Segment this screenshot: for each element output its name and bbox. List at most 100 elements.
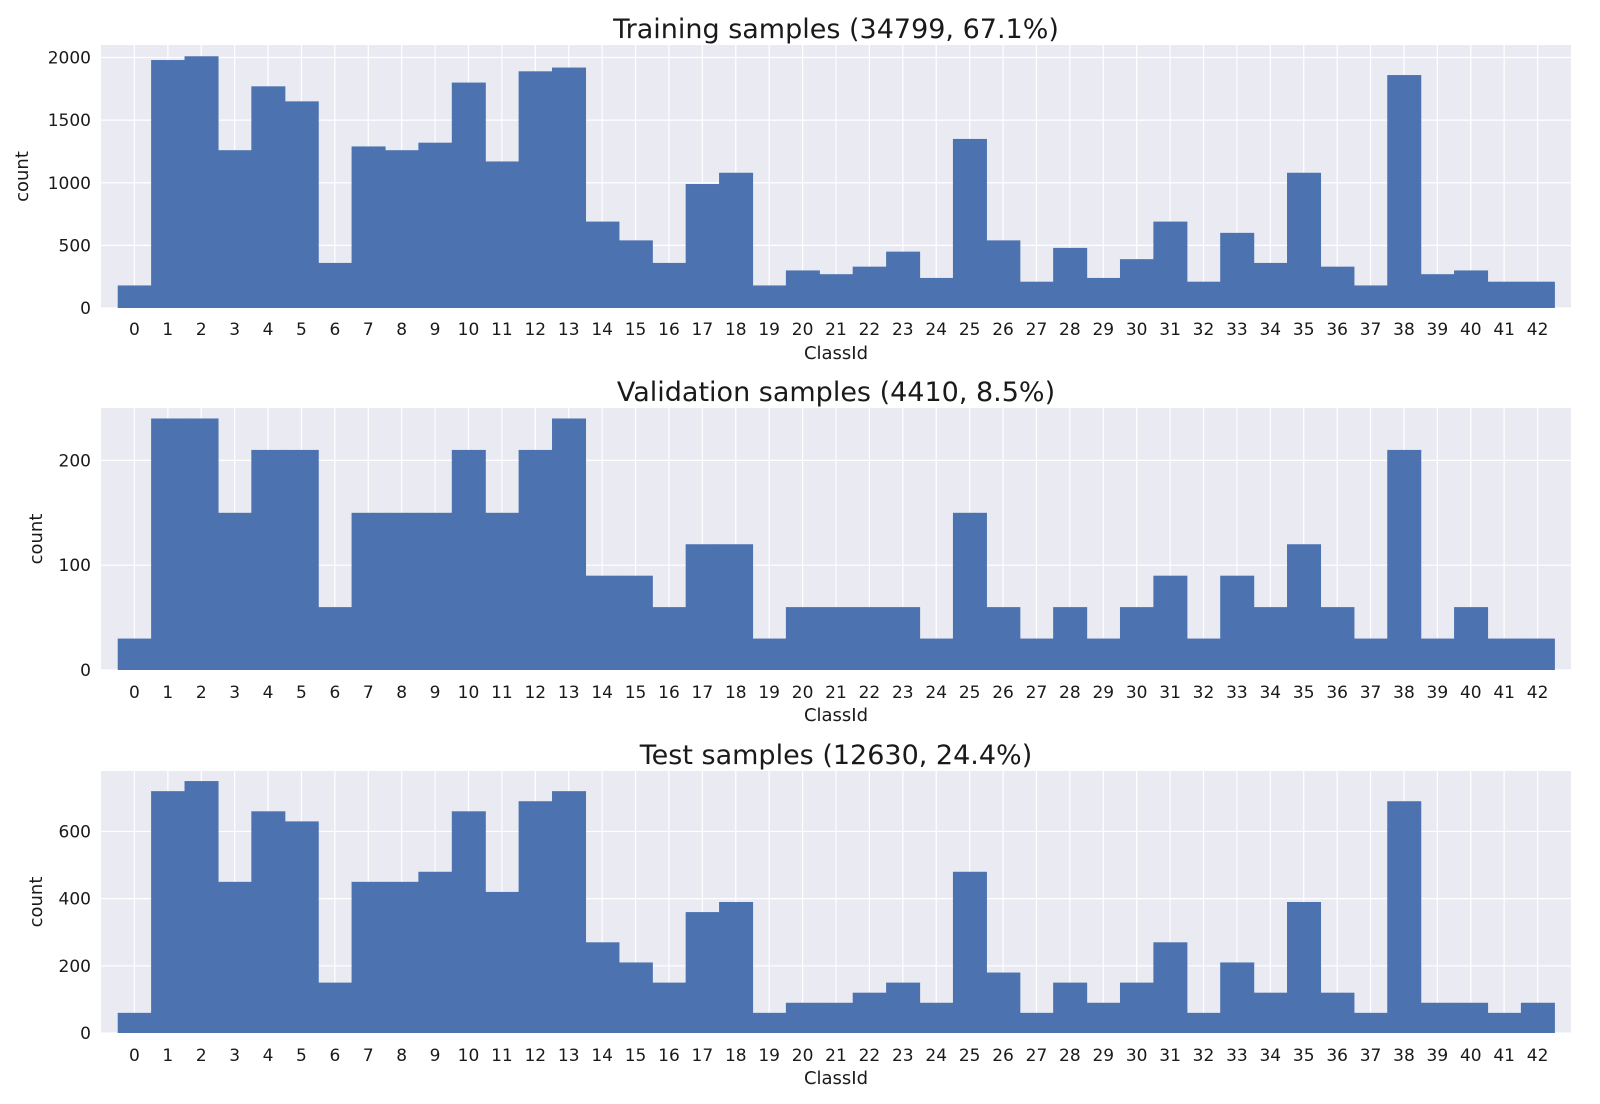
bar-classid-25 (952, 138, 987, 308)
bar-classid-38 (1387, 75, 1422, 308)
bar-classid-5 (284, 449, 319, 670)
x-tick-label: 26 (992, 1046, 1014, 1066)
bar-classid-21 (819, 274, 854, 308)
x-tick-label: 19 (758, 1046, 780, 1066)
x-tick-label: 23 (892, 320, 914, 340)
x-tick-label: 38 (1393, 320, 1415, 340)
x-tick-label: 11 (491, 1046, 513, 1066)
bar-classid-37 (1353, 638, 1388, 670)
x-tick-label: 35 (1293, 683, 1315, 703)
bar-classid-21 (819, 1002, 854, 1033)
bar-classid-27 (1019, 1012, 1054, 1033)
bar-classid-35 (1287, 172, 1322, 308)
x-tick-label: 0 (129, 1046, 140, 1066)
x-tick-label: 9 (430, 683, 441, 703)
x-tick-label: 23 (892, 683, 914, 703)
bar-classid-37 (1353, 1012, 1388, 1033)
x-tick-label: 22 (859, 1046, 881, 1066)
bar-classid-6 (318, 607, 353, 670)
x-tick-label: 20 (792, 320, 814, 340)
x-tick-label: 40 (1460, 320, 1482, 340)
x-tick-label: 28 (1059, 1046, 1081, 1066)
bar-classid-39 (1420, 274, 1455, 308)
bar-classid-7 (351, 881, 386, 1033)
bar-classid-33 (1220, 575, 1255, 670)
x-tick-label: 31 (1159, 1046, 1181, 1066)
bar-classid-17 (685, 184, 720, 308)
x-tick-label: 39 (1427, 683, 1449, 703)
bar-classid-13 (552, 791, 587, 1033)
x-tick-label: 37 (1360, 1046, 1382, 1066)
x-tick-label: 35 (1293, 1046, 1315, 1066)
bar-classid-3 (217, 881, 252, 1033)
x-tick-label: 3 (229, 320, 240, 340)
y-tick-label: 600 (59, 822, 91, 842)
x-tick-label: 7 (363, 683, 374, 703)
bar-classid-29 (1086, 277, 1121, 308)
x-axis-label: ClassId (804, 705, 868, 726)
x-tick-label: 39 (1427, 1046, 1449, 1066)
bar-classid-10 (451, 811, 486, 1033)
bar-classid-11 (485, 161, 520, 308)
bar-classid-24 (919, 638, 954, 670)
x-tick-label: 26 (992, 683, 1014, 703)
bar-classid-28 (1053, 247, 1088, 308)
x-tick-label: 25 (959, 683, 981, 703)
bar-classid-31 (1153, 575, 1188, 670)
x-tick-label: 24 (925, 1046, 947, 1066)
chart-title: Training samples (34799, 67.1%) (612, 14, 1059, 45)
x-tick-label: 7 (363, 320, 374, 340)
bar-classid-29 (1086, 1002, 1121, 1033)
x-tick-label: 18 (725, 683, 747, 703)
bar-classid-40 (1454, 1002, 1489, 1033)
x-tick-label: 19 (758, 683, 780, 703)
bar-classid-30 (1119, 259, 1154, 308)
bar-classid-23 (886, 607, 921, 670)
x-tick-label: 7 (363, 1046, 374, 1066)
x-tick-label: 14 (591, 1046, 613, 1066)
bar-classid-26 (986, 607, 1021, 670)
bar-classid-7 (351, 146, 386, 308)
x-tick-label: 9 (430, 1046, 441, 1066)
y-tick-label: 400 (59, 890, 91, 910)
x-tick-label: 42 (1527, 320, 1549, 340)
chart-title: Test samples (12630, 24.4%) (639, 740, 1032, 771)
x-tick-label: 38 (1393, 1046, 1415, 1066)
bar-classid-14 (585, 575, 620, 670)
chart-panel: 0 1 2 3 4 5 6 7 8 9 10 11 12 13 14 15 16 17 18 19 20 21 22 23 24… (26, 740, 1571, 1089)
y-tick-label: 1000 (48, 174, 91, 194)
x-tick-label: 13 (558, 683, 580, 703)
x-tick-label: 1 (162, 320, 173, 340)
x-tick-label: 33 (1226, 1046, 1248, 1066)
bar-classid-0 (117, 285, 152, 308)
y-axis-label: count (26, 877, 47, 928)
x-tick-label: 8 (396, 1046, 407, 1066)
bar-classid-4 (251, 811, 286, 1033)
bar-classid-26 (986, 240, 1021, 308)
bar-classid-12 (518, 449, 553, 670)
x-tick-label: 33 (1226, 320, 1248, 340)
bar-classid-33 (1220, 232, 1255, 308)
bar-classid-22 (852, 992, 887, 1033)
bar-classid-34 (1253, 992, 1288, 1033)
bar-classid-1 (151, 418, 186, 670)
x-tick-label: 12 (524, 683, 546, 703)
bar-classid-8 (384, 512, 419, 670)
bar-classid-17 (685, 912, 720, 1033)
bar-classid-10 (451, 82, 486, 308)
x-tick-label: 3 (229, 1046, 240, 1066)
x-tick-label: 13 (558, 320, 580, 340)
x-tick-label: 30 (1126, 1046, 1148, 1066)
bar-classid-11 (485, 891, 520, 1033)
x-tick-label: 21 (825, 683, 847, 703)
bar-classid-38 (1387, 449, 1422, 670)
x-tick-label: 21 (825, 320, 847, 340)
x-tick-label: 17 (692, 683, 714, 703)
x-tick-label: 34 (1259, 320, 1281, 340)
y-axis-label: count (26, 514, 47, 565)
x-tick-label: 32 (1193, 1046, 1215, 1066)
x-tick-label: 12 (524, 320, 546, 340)
bar-classid-41 (1487, 1012, 1522, 1033)
y-tick-label: 200 (59, 957, 91, 977)
x-tick-label: 14 (591, 320, 613, 340)
